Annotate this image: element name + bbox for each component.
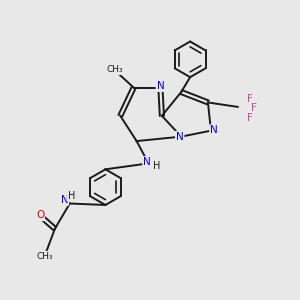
- Text: CH₃: CH₃: [36, 252, 53, 261]
- Text: N: N: [176, 132, 184, 142]
- Text: O: O: [36, 210, 44, 220]
- Text: N: N: [61, 195, 68, 205]
- Text: N: N: [210, 125, 218, 135]
- Text: N: N: [157, 81, 164, 91]
- Text: CH₃: CH₃: [106, 65, 123, 74]
- Text: N: N: [143, 157, 151, 167]
- Text: F: F: [247, 113, 253, 123]
- Text: H: H: [68, 191, 75, 201]
- Text: F: F: [247, 94, 253, 104]
- Text: F: F: [251, 103, 257, 113]
- Text: H: H: [153, 161, 160, 171]
